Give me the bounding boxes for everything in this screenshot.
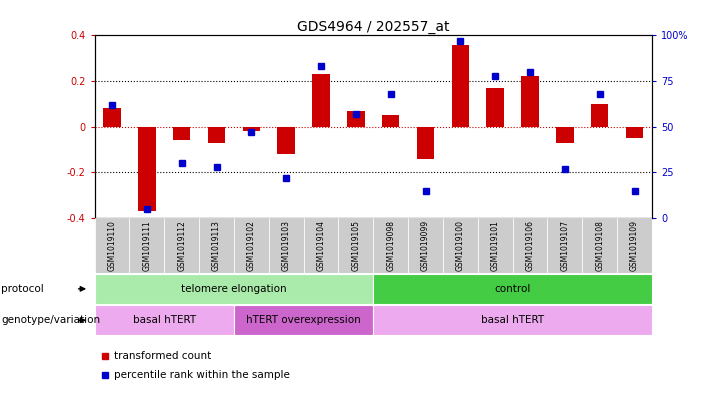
Bar bbox=[512, 218, 547, 273]
Bar bbox=[617, 218, 652, 273]
Bar bbox=[556, 127, 573, 143]
Text: GSM1019106: GSM1019106 bbox=[526, 220, 535, 271]
Text: protocol: protocol bbox=[1, 284, 44, 294]
Text: GSM1019108: GSM1019108 bbox=[595, 220, 604, 271]
Text: GSM1019103: GSM1019103 bbox=[282, 220, 291, 271]
Bar bbox=[451, 44, 469, 127]
Bar bbox=[199, 218, 234, 273]
Bar bbox=[478, 218, 512, 273]
Text: GSM1019110: GSM1019110 bbox=[107, 220, 116, 271]
Text: GSM1019113: GSM1019113 bbox=[212, 220, 221, 271]
Bar bbox=[443, 218, 478, 273]
Text: percentile rank within the sample: percentile rank within the sample bbox=[114, 370, 290, 380]
Bar bbox=[234, 218, 268, 273]
Bar bbox=[313, 74, 329, 127]
Text: control: control bbox=[494, 284, 531, 294]
Bar bbox=[130, 218, 164, 273]
Text: GSM1019105: GSM1019105 bbox=[351, 220, 360, 271]
Bar bbox=[374, 305, 652, 335]
Bar bbox=[234, 305, 374, 335]
Text: basal hTERT: basal hTERT bbox=[481, 315, 544, 325]
Bar bbox=[268, 218, 304, 273]
Bar bbox=[522, 77, 539, 127]
Bar bbox=[374, 218, 408, 273]
Text: genotype/variation: genotype/variation bbox=[1, 315, 100, 325]
Text: GSM1019098: GSM1019098 bbox=[386, 220, 395, 271]
Text: GSM1019111: GSM1019111 bbox=[142, 220, 151, 270]
Title: GDS4964 / 202557_at: GDS4964 / 202557_at bbox=[297, 20, 449, 34]
Bar bbox=[173, 127, 191, 140]
Bar bbox=[417, 127, 434, 159]
Bar bbox=[304, 218, 339, 273]
Bar bbox=[626, 127, 644, 138]
Bar bbox=[374, 274, 652, 304]
Bar bbox=[591, 104, 608, 127]
Bar bbox=[243, 127, 260, 131]
Bar bbox=[207, 127, 225, 143]
Bar bbox=[95, 274, 374, 304]
Bar bbox=[583, 218, 617, 273]
Bar bbox=[95, 305, 234, 335]
Text: GSM1019107: GSM1019107 bbox=[560, 220, 569, 271]
Bar bbox=[347, 111, 365, 127]
Text: transformed count: transformed count bbox=[114, 351, 211, 361]
Bar bbox=[95, 218, 130, 273]
Text: telomere elongation: telomere elongation bbox=[181, 284, 287, 294]
Text: GSM1019104: GSM1019104 bbox=[317, 220, 325, 271]
Bar bbox=[164, 218, 199, 273]
Bar bbox=[103, 108, 121, 127]
Bar bbox=[339, 218, 374, 273]
Bar bbox=[486, 88, 504, 127]
Text: GSM1019100: GSM1019100 bbox=[456, 220, 465, 271]
Bar bbox=[138, 127, 156, 211]
Text: hTERT overexpression: hTERT overexpression bbox=[246, 315, 361, 325]
Text: GSM1019101: GSM1019101 bbox=[491, 220, 500, 271]
Text: basal hTERT: basal hTERT bbox=[132, 315, 196, 325]
Bar bbox=[547, 218, 583, 273]
Text: GSM1019112: GSM1019112 bbox=[177, 220, 186, 270]
Bar bbox=[408, 218, 443, 273]
Bar bbox=[278, 127, 295, 154]
Text: GSM1019102: GSM1019102 bbox=[247, 220, 256, 271]
Text: GSM1019109: GSM1019109 bbox=[630, 220, 639, 271]
Text: GSM1019099: GSM1019099 bbox=[421, 220, 430, 271]
Bar bbox=[382, 115, 400, 127]
